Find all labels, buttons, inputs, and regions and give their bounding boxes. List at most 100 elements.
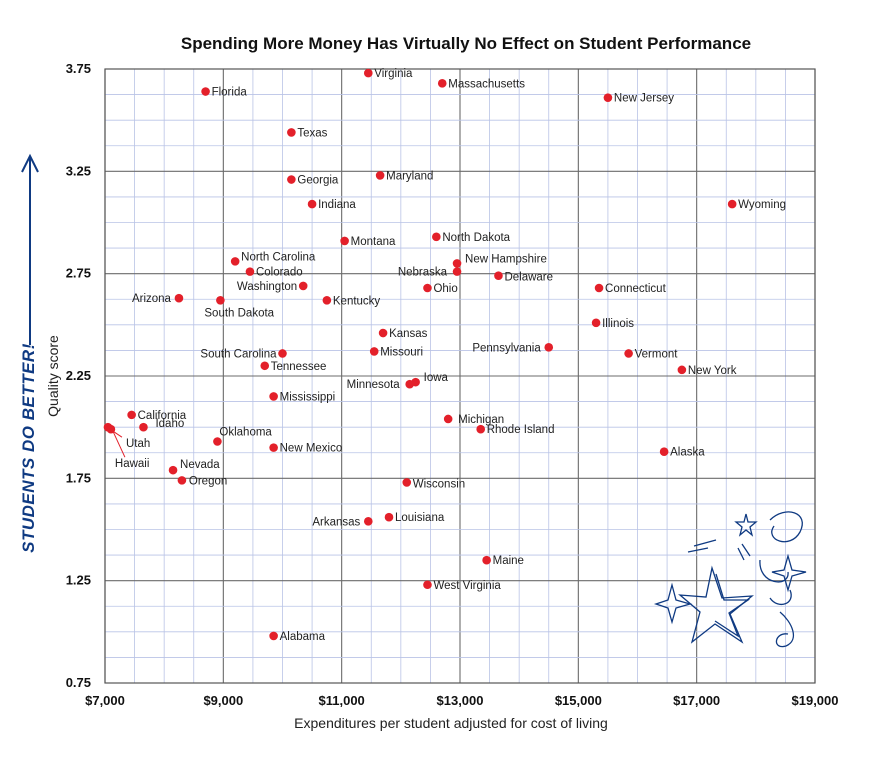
data-label: Hawaii <box>115 458 150 470</box>
x-tick-label: $13,000 <box>437 693 484 708</box>
data-point <box>216 295 225 305</box>
data-label: Kentucky <box>333 295 381 307</box>
data-point <box>476 424 486 434</box>
data-label: Kansas <box>389 328 428 340</box>
data-label: Vermont <box>635 348 679 360</box>
data-point <box>269 631 278 641</box>
star-doodle <box>653 511 807 648</box>
data-point <box>287 175 296 184</box>
data-point <box>423 283 432 293</box>
data-label: Pennsylvania <box>472 342 541 354</box>
y-tick-label: 0.75 <box>66 675 91 690</box>
data-point <box>230 257 240 266</box>
data-label: North Carolina <box>241 251 316 263</box>
data-label: Maine <box>493 555 524 567</box>
data-label: Louisiana <box>395 512 445 524</box>
data-label: Connecticut <box>605 283 667 295</box>
data-label: Alabama <box>280 631 326 643</box>
data-label: West Virginia <box>433 580 501 592</box>
data-label: Indiana <box>318 199 356 211</box>
data-point <box>405 379 415 389</box>
data-label: Maryland <box>386 170 433 182</box>
data-point <box>437 79 447 88</box>
data-label: Montana <box>351 236 396 248</box>
data-point <box>659 447 669 457</box>
data-point <box>177 476 187 485</box>
data-point <box>174 293 184 303</box>
data-point <box>423 580 432 590</box>
data-point <box>298 281 308 291</box>
data-label: New York <box>688 365 737 377</box>
data-point <box>201 87 210 96</box>
data-label: Missouri <box>380 346 423 358</box>
data-label: Ohio <box>433 283 457 295</box>
data-label: Tennessee <box>271 361 327 373</box>
data-label: South Dakota <box>204 307 274 319</box>
data-point <box>494 271 503 281</box>
y-tick-label: 3.25 <box>66 163 91 178</box>
data-labels: Virginia Massachusetts New Jersey Florida Te… <box>109 68 786 643</box>
data-label: Washington <box>237 281 297 293</box>
y-tick-label: 3.75 <box>66 61 91 76</box>
data-point <box>443 414 453 424</box>
data-label: Illinois <box>602 318 634 330</box>
data-point <box>384 512 394 522</box>
x-tick-label: $7,000 <box>85 693 125 708</box>
y-tick-label: 1.25 <box>66 573 91 588</box>
data-point <box>482 555 491 565</box>
side-arrow-icon <box>21 153 39 345</box>
data-label: Utah <box>126 438 150 450</box>
data-point <box>452 259 462 268</box>
data-label: Georgia <box>297 175 339 187</box>
data-points <box>103 68 737 641</box>
y-axis-label: Quality score <box>45 335 61 417</box>
data-label: Alaska <box>670 447 705 459</box>
data-label: Arizona <box>132 293 172 305</box>
data-point <box>245 267 255 276</box>
data-point <box>452 267 462 276</box>
label-leader-line <box>109 428 123 438</box>
x-tick-label: $15,000 <box>555 693 602 708</box>
data-label: New Hampshire <box>465 253 547 265</box>
data-point <box>594 283 604 293</box>
data-label: Colorado <box>256 267 303 279</box>
y-tick-label: 2.25 <box>66 368 91 383</box>
x-tick-label: $17,000 <box>673 693 720 708</box>
data-point <box>168 465 178 475</box>
grid <box>104 68 816 684</box>
data-point <box>213 437 222 446</box>
data-label: California <box>138 410 187 422</box>
data-label: Texas <box>297 127 327 139</box>
data-label: Idaho <box>155 418 184 430</box>
data-point <box>278 349 287 358</box>
data-label: Wyoming <box>738 199 786 211</box>
data-label: Oregon <box>189 475 227 487</box>
x-axis-label: Expenditures per student adjusted for co… <box>294 715 608 731</box>
data-label: Virginia <box>374 68 413 80</box>
data-label: North Dakota <box>442 232 510 244</box>
data-point <box>269 443 278 452</box>
data-label: Michigan <box>458 414 504 426</box>
plot-frame <box>104 68 816 684</box>
x-tick-label: $19,000 <box>792 693 839 708</box>
data-label: New Mexico <box>280 443 343 455</box>
axis-ticks: $7,000 $9,000 $11,000 $13,000 $15,000 $17,000… <box>66 61 839 708</box>
data-label: Massachusetts <box>448 78 525 90</box>
data-label: Oklahoma <box>219 426 272 438</box>
data-label: Iowa <box>424 372 449 384</box>
data-label: Minnesota <box>347 379 401 391</box>
data-point <box>603 93 613 102</box>
y-tick-label: 1.75 <box>66 470 91 485</box>
data-point <box>375 171 385 180</box>
data-point <box>591 318 601 328</box>
data-point <box>402 478 412 487</box>
data-point <box>363 517 373 526</box>
data-label: New Jersey <box>614 93 674 105</box>
data-point <box>677 365 687 375</box>
data-point <box>369 347 379 356</box>
data-label: Arkansas <box>312 516 360 528</box>
data-label: Wisconsin <box>413 478 465 490</box>
students-do-better-note: STUDENTS DO BETTER! <box>19 343 38 553</box>
data-point <box>544 343 554 352</box>
